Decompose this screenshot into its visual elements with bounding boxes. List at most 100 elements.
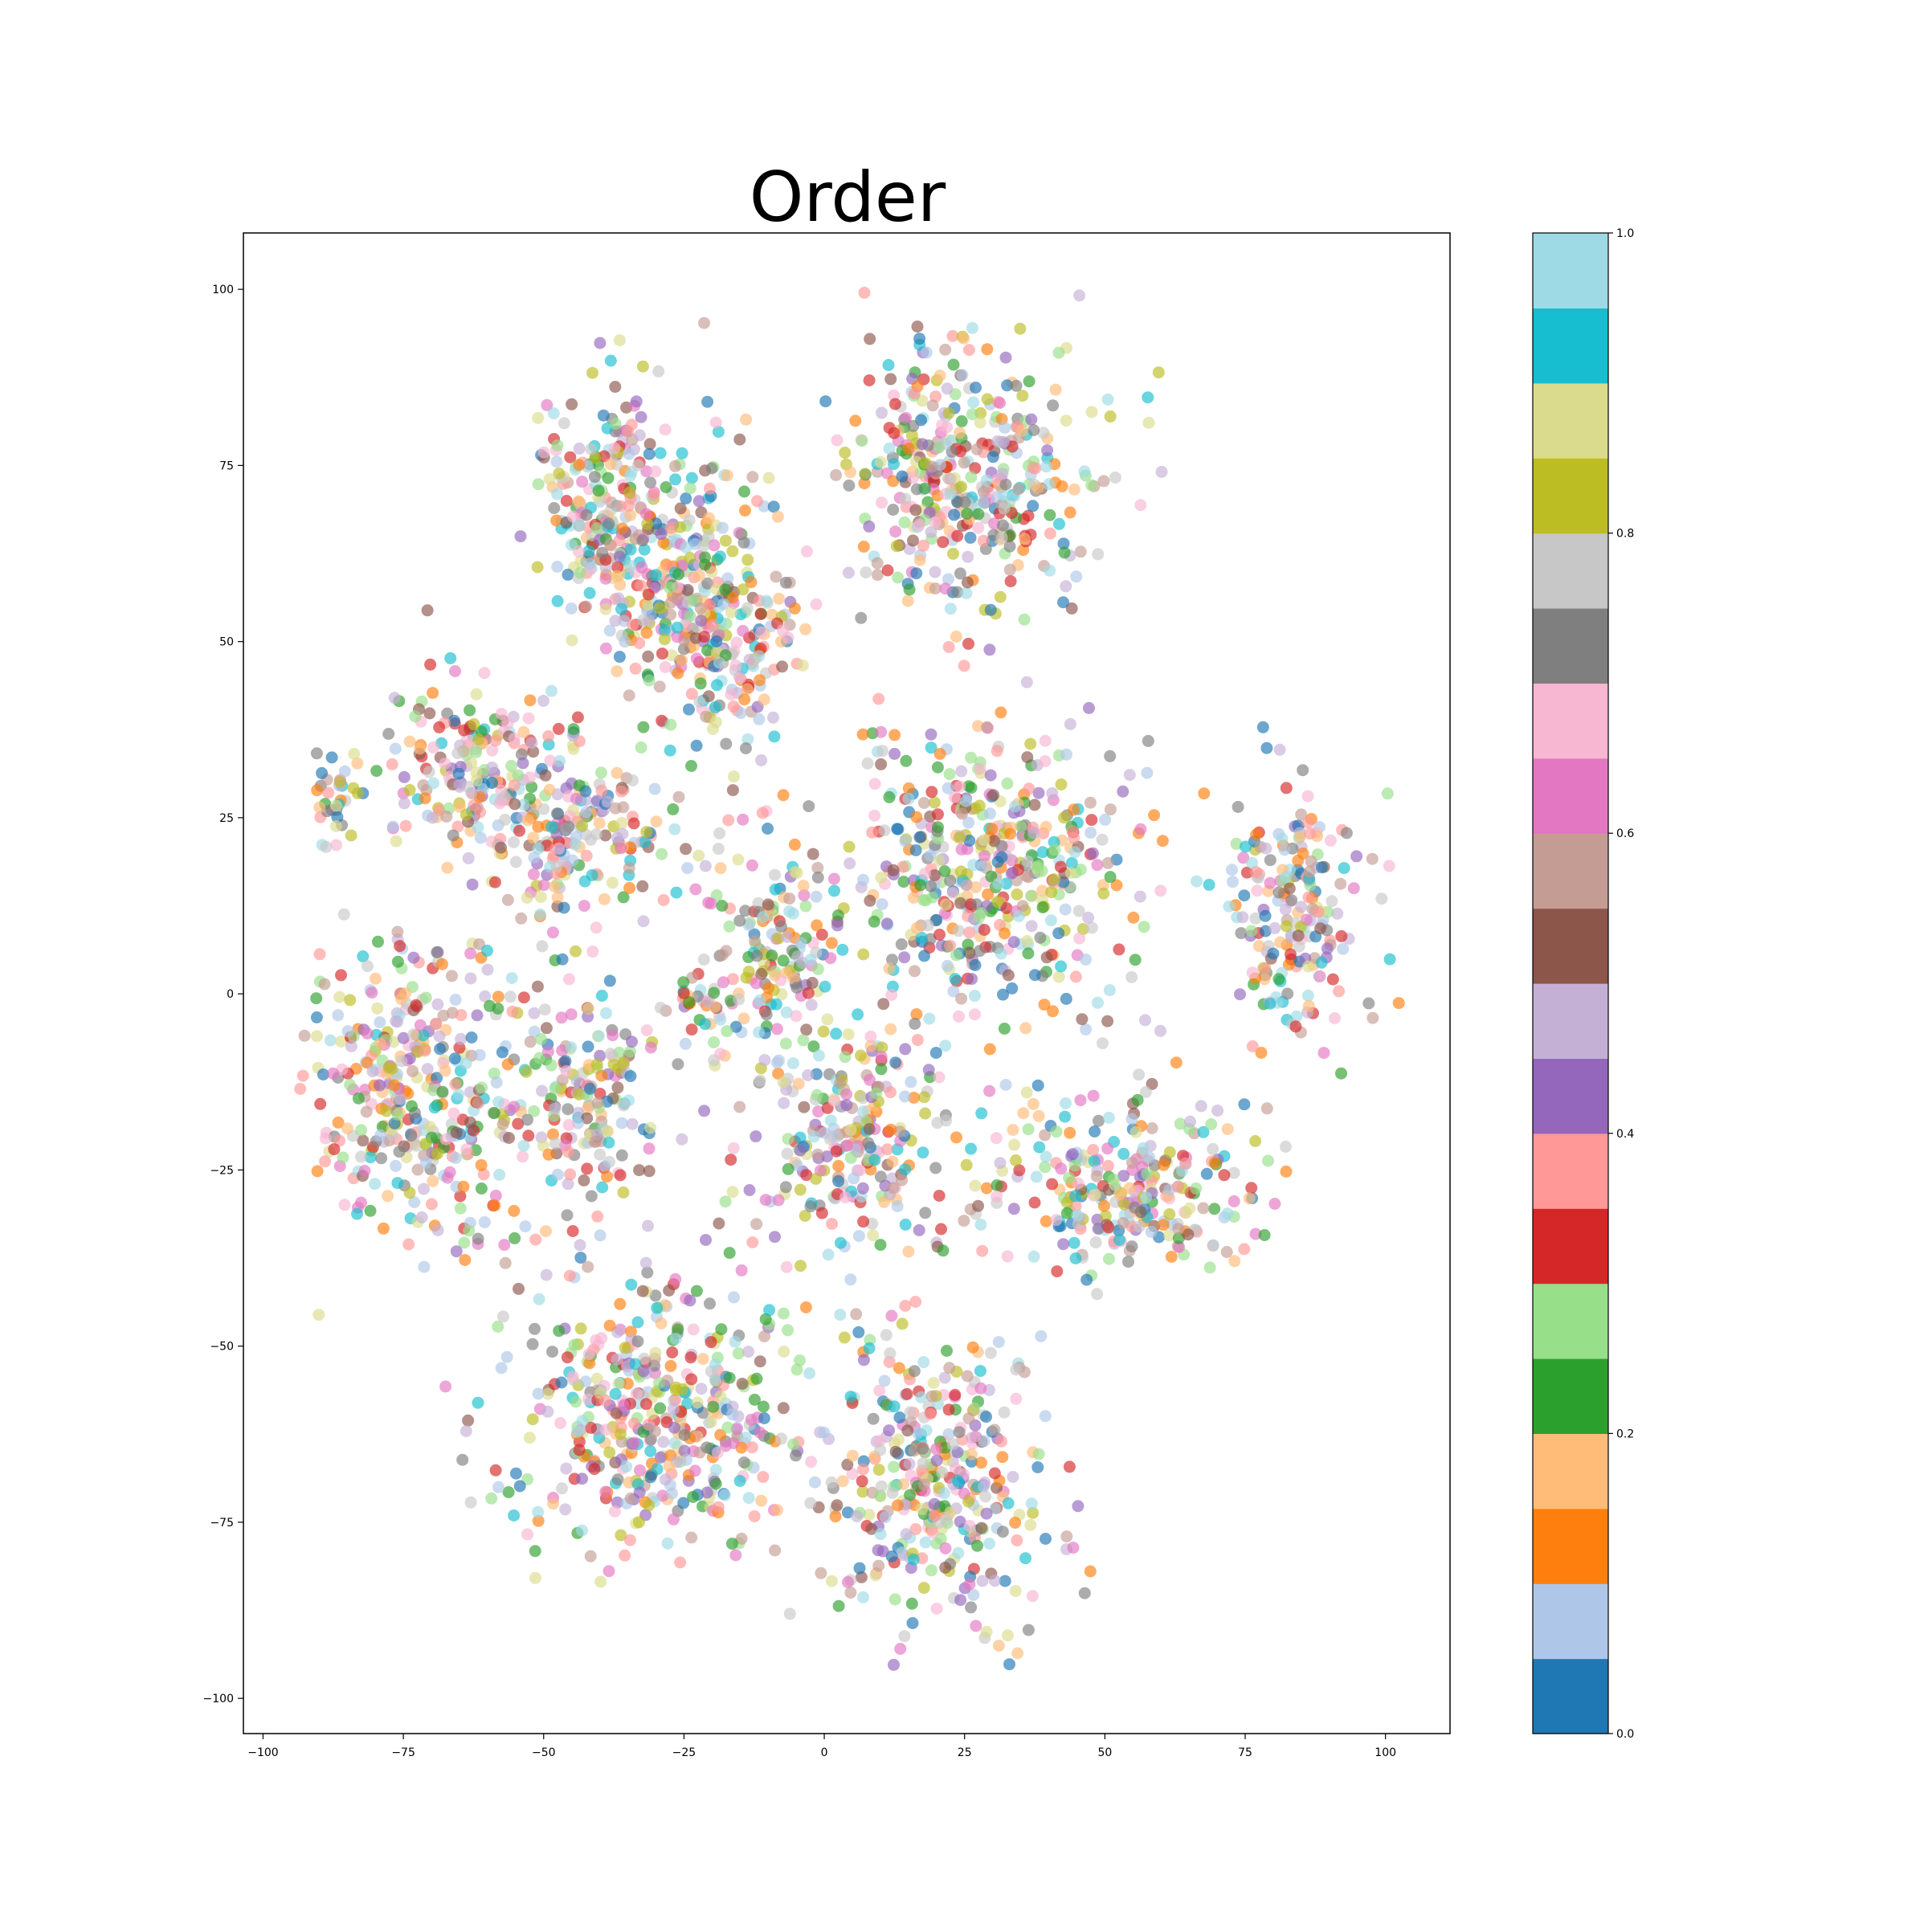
scatter-point <box>377 1222 390 1235</box>
scatter-point <box>844 1124 857 1136</box>
scatter-point <box>870 1087 883 1100</box>
scatter-point <box>1165 1251 1178 1263</box>
scatter-point <box>698 317 710 329</box>
scatter-point <box>1156 835 1169 848</box>
scatter-point <box>639 1256 652 1269</box>
scatter-point <box>652 365 665 378</box>
scatter-point <box>1260 741 1273 754</box>
scatter-point <box>750 1372 763 1385</box>
scatter-point <box>1280 1165 1293 1178</box>
scatter-point <box>794 1183 807 1196</box>
colorbar-segment <box>1533 1058 1608 1134</box>
scatter-point <box>1103 1252 1115 1265</box>
scatter-point <box>757 1400 770 1413</box>
scatter-point <box>1031 1079 1044 1092</box>
scatter-point <box>692 570 705 582</box>
scatter-point <box>798 1101 811 1113</box>
scatter-point <box>672 1058 684 1071</box>
scatter-point <box>1070 570 1083 583</box>
scatter-point <box>995 947 1007 960</box>
scatter-point <box>742 1346 755 1358</box>
colorbar-segment <box>1533 983 1608 1059</box>
scatter-point <box>834 1309 847 1321</box>
scatter-point <box>1003 540 1016 553</box>
scatter-point <box>1142 734 1154 747</box>
scatter-point <box>877 998 890 1011</box>
scatter-point <box>671 621 684 634</box>
scatter-point <box>1063 1460 1076 1473</box>
scatter-point <box>1060 580 1072 593</box>
scatter-point <box>928 796 941 809</box>
scatter-point <box>768 730 781 743</box>
scatter-point <box>727 1437 740 1449</box>
scatter-point <box>996 468 1009 480</box>
scatter-point <box>949 973 962 986</box>
scatter-point <box>862 1137 875 1150</box>
scatter-point <box>913 553 926 566</box>
scatter-point <box>741 733 754 745</box>
scatter-point <box>1064 506 1076 519</box>
scatter-point <box>702 690 715 703</box>
scatter-point <box>930 913 943 926</box>
scatter-point <box>527 831 540 844</box>
scatter-point <box>522 1129 535 1142</box>
scatter-point <box>794 937 807 950</box>
scatter-point <box>733 1101 746 1113</box>
scatter-point <box>749 934 762 947</box>
scatter-point <box>864 1040 877 1052</box>
scatter-point <box>909 965 921 978</box>
scatter-point <box>636 1285 649 1297</box>
scatter-point <box>528 1007 541 1019</box>
scatter-point <box>509 856 522 868</box>
scatter-point <box>386 820 399 833</box>
scatter-point <box>925 786 938 799</box>
scatter-point <box>572 1106 585 1119</box>
scatter-point <box>561 1351 574 1364</box>
scatter-point <box>572 545 585 558</box>
scatter-point <box>1238 1243 1251 1256</box>
scatter-point <box>933 441 946 454</box>
scatter-point <box>929 516 942 529</box>
scatter-point <box>537 879 550 892</box>
scatter-point <box>449 1151 462 1164</box>
scatter-point <box>958 1215 970 1227</box>
scatter-point <box>762 472 775 484</box>
scatter-point <box>524 1035 537 1048</box>
scatter-point <box>352 1092 365 1105</box>
scatter-point <box>537 694 549 707</box>
scatter-point <box>917 1582 930 1595</box>
scatter-point <box>658 633 671 646</box>
scatter-point <box>1297 764 1309 777</box>
scatter-point <box>700 710 713 723</box>
scatter-point <box>705 897 717 910</box>
scatter-point <box>1022 509 1035 522</box>
scatter-point <box>1305 855 1317 868</box>
scatter-point <box>1027 827 1040 839</box>
scatter-point <box>541 1387 554 1400</box>
scatter-point <box>611 561 624 574</box>
scatter-point <box>574 1239 586 1252</box>
scatter-point <box>407 951 420 964</box>
scatter-point <box>641 517 654 530</box>
scatter-point <box>627 817 640 830</box>
scatter-point <box>799 623 812 635</box>
scatter-point <box>478 667 491 680</box>
scatter-point <box>1259 909 1272 922</box>
scatter-point <box>616 522 629 535</box>
scatter-point <box>517 1150 529 1163</box>
scatter-point <box>718 1489 731 1501</box>
scatter-point <box>875 1063 888 1076</box>
scatter-point <box>777 1307 790 1320</box>
scatter-point <box>640 826 653 839</box>
scatter-point <box>956 807 969 820</box>
scatter-point <box>999 478 1012 491</box>
scatter-point <box>916 438 929 451</box>
scatter-point <box>1295 901 1308 913</box>
scatter-point <box>566 510 579 523</box>
scatter-point <box>690 1285 703 1297</box>
scatter-point <box>991 1191 1003 1203</box>
scatter-point <box>453 778 466 791</box>
scatter-point <box>669 1333 682 1346</box>
scatter-point <box>1066 1148 1079 1161</box>
scatter-point <box>983 1043 996 1056</box>
